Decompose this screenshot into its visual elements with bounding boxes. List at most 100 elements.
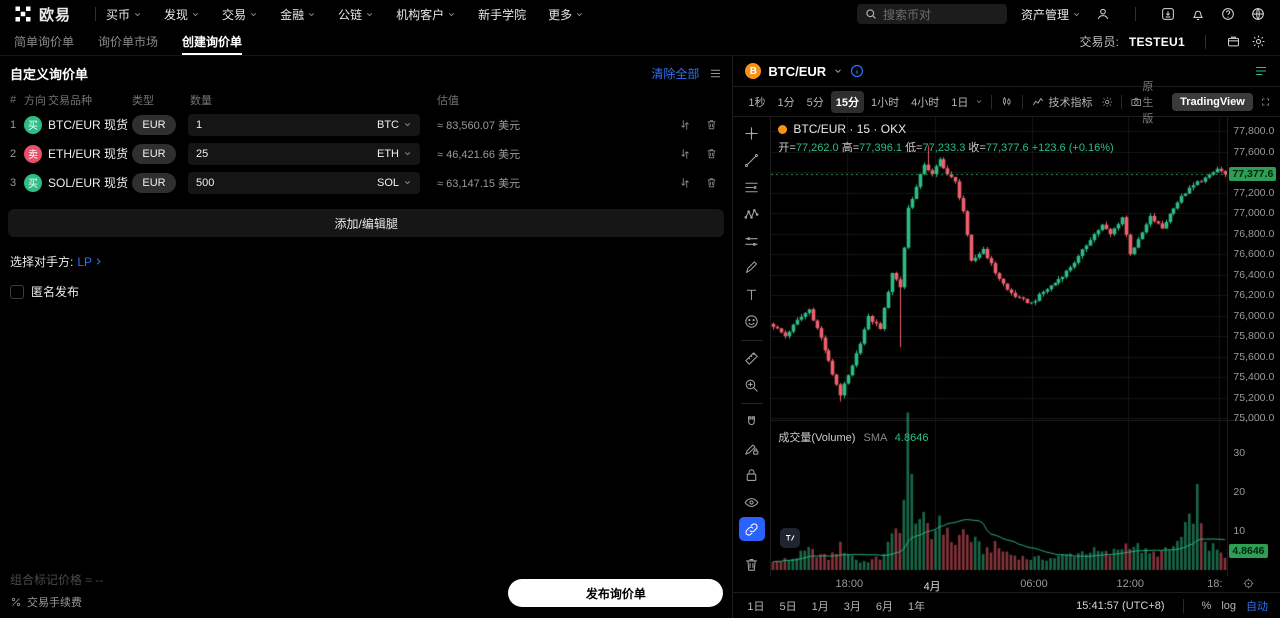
counterparty-link[interactable]: LP <box>77 255 104 269</box>
menu-item-2[interactable]: 发现 <box>164 6 200 23</box>
menu-item-7[interactable]: 新手学院 <box>478 7 527 22</box>
currency-type-button[interactable]: EUR <box>132 114 176 135</box>
orders-box-icon[interactable] <box>1226 34 1241 49</box>
candle-style-icon[interactable] <box>1000 94 1013 109</box>
snapshot-camera-icon[interactable] <box>1130 95 1142 109</box>
xabcd-pattern-icon[interactable] <box>739 202 765 226</box>
amount-field[interactable]: ETH <box>188 142 420 165</box>
menu-item-5[interactable]: 公链 <box>338 6 374 23</box>
chevron-down-icon[interactable] <box>833 66 843 76</box>
asset-management-menu[interactable]: 资产管理 <box>1021 6 1081 23</box>
add-edit-legs-button[interactable]: 添加/编辑腿 <box>8 209 725 237</box>
price-axis[interactable]: 77,377.6 4.8646 77,800.077,600.077,400.0… <box>1227 117 1277 576</box>
amount-field[interactable]: BTC <box>188 113 420 136</box>
menu-item-8[interactable]: 更多 <box>548 6 584 23</box>
tradingview-logo[interactable] <box>780 528 801 548</box>
chevron-down-icon[interactable] <box>975 97 983 106</box>
trend-line-icon[interactable] <box>739 149 765 173</box>
fee-label[interactable]: 交易手续费 <box>27 597 82 609</box>
unit-selector[interactable]: ETH <box>377 147 399 160</box>
user-icon[interactable] <box>1095 6 1111 22</box>
menu-item-6[interactable]: 机构客户 <box>396 6 456 23</box>
range-2[interactable]: 5日 <box>779 600 797 613</box>
amount-input[interactable] <box>196 176 373 189</box>
timeframe-2[interactable]: 1分 <box>777 96 795 109</box>
tab-1[interactable]: 简单询价单 <box>14 35 75 49</box>
help-icon[interactable] <box>1220 6 1236 22</box>
amount-input[interactable] <box>196 118 373 131</box>
ruler-icon[interactable] <box>739 347 765 371</box>
timeframe-5[interactable]: 1小时 <box>871 96 900 109</box>
delete-leg-icon[interactable] <box>698 118 724 131</box>
trash-icon[interactable] <box>739 552 765 576</box>
okx-logo[interactable]: 欧易 <box>14 4 71 25</box>
draw-lock-icon[interactable] <box>739 437 765 461</box>
gear-icon[interactable] <box>1251 34 1266 49</box>
timeframe-1[interactable]: 1秒 <box>748 96 766 109</box>
download-app-icon[interactable] <box>1160 6 1176 22</box>
side-badge[interactable]: 买 <box>24 115 42 134</box>
brush-icon[interactable] <box>739 256 765 280</box>
eye-icon[interactable] <box>739 491 765 515</box>
currency-type-button[interactable]: EUR <box>132 143 176 164</box>
side-badge[interactable]: 买 <box>24 173 42 192</box>
auto-scale-toggle[interactable]: 自动 <box>1246 600 1268 613</box>
range-6[interactable]: 1年 <box>908 600 926 613</box>
range-5[interactable]: 6月 <box>875 600 894 613</box>
log-scale-toggle[interactable]: log <box>1221 599 1236 612</box>
panel-menu-icon[interactable] <box>709 67 722 80</box>
amount-field[interactable]: SOL <box>188 171 420 194</box>
delete-leg-icon[interactable] <box>698 176 724 189</box>
percent-scale-toggle[interactable]: % <box>1201 599 1212 612</box>
tab-2[interactable]: 询价单市场 <box>98 35 159 49</box>
timeframe-7[interactable]: 1日 <box>951 96 969 109</box>
swap-legs-icon[interactable] <box>672 118 698 132</box>
swap-legs-icon[interactable] <box>672 176 698 190</box>
symbol-title[interactable]: BTC/EUR <box>768 63 827 79</box>
fib-lines-icon[interactable] <box>739 176 765 200</box>
tradingview-toggle[interactable]: TradingView <box>1172 92 1253 111</box>
indicators-button[interactable]: 技术指标 <box>1031 94 1093 110</box>
projection-icon[interactable] <box>739 229 765 253</box>
swap-legs-icon[interactable] <box>672 147 698 161</box>
pair-selector[interactable]: BTC/EUR 现货 <box>48 116 132 133</box>
search-input[interactable]: 搜索币对 <box>856 4 1007 24</box>
timeframe-6[interactable]: 4小时 <box>911 96 940 109</box>
fullscreen-icon[interactable] <box>1261 95 1270 109</box>
crosshair-icon[interactable] <box>739 122 765 146</box>
unit-selector[interactable]: SOL <box>376 176 399 189</box>
emoji-icon[interactable] <box>739 310 765 334</box>
chart-settings-icon[interactable] <box>1101 95 1113 109</box>
go-to-realtime-icon[interactable] <box>1242 577 1255 590</box>
pair-selector[interactable]: ETH/EUR 现货 <box>48 145 132 162</box>
zoom-in-icon[interactable] <box>739 373 765 397</box>
currency-type-button[interactable]: EUR <box>132 172 176 193</box>
link-icon[interactable] <box>738 517 765 542</box>
unit-selector[interactable]: BTC <box>377 118 399 131</box>
magnet-icon[interactable] <box>739 410 765 434</box>
delete-leg-icon[interactable] <box>698 147 724 160</box>
timeframe-3[interactable]: 5分 <box>806 96 824 109</box>
anonymous-checkbox[interactable] <box>10 284 24 299</box>
tab-3[interactable]: 创建询价单 <box>182 28 243 55</box>
range-1[interactable]: 1日 <box>747 600 765 613</box>
pair-selector[interactable]: SOL/EUR 现货 <box>48 174 132 191</box>
orderbook-panel-icon[interactable] <box>1254 64 1268 78</box>
info-icon[interactable] <box>850 64 864 78</box>
globe-icon[interactable] <box>1250 6 1266 22</box>
publish-rfq-button[interactable]: 发布询价单 <box>508 579 724 607</box>
time-axis[interactable]: 18:00 4月 06:00 12:00 18: <box>733 576 1267 593</box>
range-3[interactable]: 1月 <box>811 600 829 613</box>
menu-item-1[interactable]: 买币 <box>106 6 142 23</box>
amount-input[interactable] <box>196 147 373 160</box>
timeframe-4[interactable]: 15分 <box>830 90 865 113</box>
text-icon[interactable] <box>739 283 765 307</box>
side-badge[interactable]: 卖 <box>24 144 42 163</box>
menu-item-4[interactable]: 金融 <box>280 6 316 23</box>
bell-icon[interactable] <box>1190 6 1206 22</box>
lock-icon[interactable] <box>739 464 765 488</box>
range-4[interactable]: 3月 <box>843 600 861 613</box>
clear-all-link[interactable]: 清除全部 <box>651 66 700 81</box>
menu-item-3[interactable]: 交易 <box>222 6 258 23</box>
chart-plot[interactable]: BTC/EUR · 15 · OKX 开=77,262.0 高=77,396.1… <box>771 117 1228 576</box>
